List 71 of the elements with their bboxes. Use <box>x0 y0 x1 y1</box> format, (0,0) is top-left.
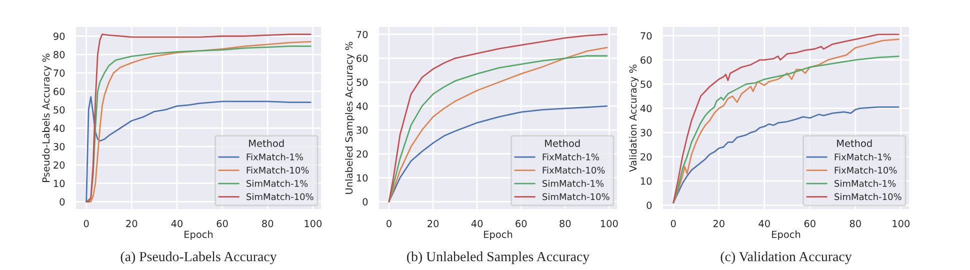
legend-label: SimMatch-10% <box>542 193 610 200</box>
text: (a) Pseudo-Labels Accuracy <box>120 252 277 264</box>
x-tick-label: 20 <box>428 220 439 228</box>
x-tick-label: 20 <box>126 220 138 228</box>
legend-label: SimMatch-10% <box>246 193 314 200</box>
x-tick-label: 40 <box>471 220 483 228</box>
legend-title: Method <box>837 139 872 147</box>
x-tick-label: 60 <box>516 220 527 228</box>
y-tick-label: 70 <box>356 30 368 38</box>
x-tick-label: 0 <box>84 220 89 228</box>
y-tick-label: 20 <box>54 161 65 169</box>
y-axis-title: Validation Accuracy % <box>629 64 639 172</box>
legend-label: FixMatch-10% <box>834 166 897 174</box>
y-tick-label: 60 <box>356 54 368 62</box>
y-tick-label: 0 <box>646 202 652 209</box>
y-tick-label: 70 <box>640 32 652 40</box>
x-tick-label: 60 <box>216 220 228 228</box>
y-tick-label: 30 <box>356 126 368 134</box>
y-tick-label: 10 <box>356 174 368 182</box>
legend-label: FixMatch-1% <box>834 153 891 160</box>
x-tick-label: 40 <box>758 220 770 228</box>
y-tick-label: 90 <box>54 32 65 40</box>
y-tick-label: 30 <box>54 143 65 150</box>
line-series <box>388 105 608 202</box>
legend-label: SimMatch-1% <box>246 180 308 187</box>
legend-label: FixMatch-1% <box>542 153 599 160</box>
legend-label: FixMatch-1% <box>246 153 303 160</box>
x-axis-title: Epoch <box>772 230 800 240</box>
x-tick-label: 100 <box>304 220 322 228</box>
x-tick-label: 100 <box>600 220 618 228</box>
line-series <box>86 96 312 202</box>
text: (c) Validation Accuracy <box>720 252 852 264</box>
y-tick-label: 60 <box>54 88 65 96</box>
y-tick-label: 80 <box>54 51 65 58</box>
y-tick-label: 30 <box>640 129 652 136</box>
x-tick-label: 40 <box>171 220 183 228</box>
y-tick-label: 20 <box>640 153 652 161</box>
legend-title: Method <box>249 139 284 147</box>
y-tick-label: 0 <box>60 198 65 206</box>
legend-label: SimMatch-1% <box>542 180 604 187</box>
line-series <box>672 106 900 204</box>
y-tick-label: 20 <box>356 150 368 158</box>
y-tick-label: 40 <box>356 102 368 110</box>
y-tick-label: 10 <box>54 180 65 188</box>
x-tick-label: 100 <box>892 220 910 228</box>
legend-title: Method <box>545 139 580 147</box>
y-axis-title: Unlabeled Samples Accuracy % <box>345 42 355 194</box>
y-tick-label: 10 <box>640 177 652 185</box>
legend-label: SimMatch-10% <box>834 193 902 200</box>
y-tick-label: 70 <box>54 69 65 77</box>
x-tick-label: 0 <box>670 220 676 228</box>
text: (b) Unlabeled Samples Accuracy <box>407 252 590 264</box>
y-tick-label: 40 <box>53 124 65 132</box>
y-tick-label: 50 <box>54 106 65 114</box>
x-tick-label: 80 <box>262 220 274 228</box>
legend-label: FixMatch-10% <box>246 166 309 174</box>
legend-label: FixMatch-10% <box>542 166 605 174</box>
x-tick-label: 0 <box>386 220 392 228</box>
y-axis-title: Pseudo-Labels Accuracy % <box>42 54 52 182</box>
legend-label: SimMatch-1% <box>834 180 896 187</box>
y-tick-label: 50 <box>356 78 368 86</box>
x-tick-label: 80 <box>560 220 571 228</box>
x-tick-label: 20 <box>713 220 724 228</box>
y-tick-label: 0 <box>362 198 368 206</box>
y-tick-label: 60 <box>640 56 652 64</box>
y-tick-label: 50 <box>640 80 652 88</box>
x-tick-label: 80 <box>850 220 861 228</box>
x-tick-label: 60 <box>804 220 816 228</box>
x-axis-title: Epoch <box>484 230 512 240</box>
y-tick-label: 40 <box>640 104 652 112</box>
x-axis-title: Epoch <box>184 230 213 240</box>
